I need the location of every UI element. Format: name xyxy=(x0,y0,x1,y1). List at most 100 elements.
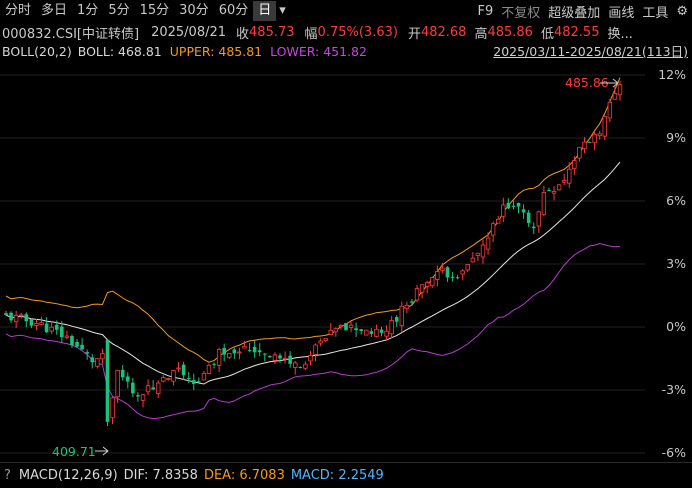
candle-body xyxy=(136,395,140,397)
bollinger-bands xyxy=(5,77,621,420)
candle-body xyxy=(597,133,602,137)
y-tick-label: 0% xyxy=(666,319,686,334)
candle-body xyxy=(64,335,70,338)
tab-30min[interactable]: 30分 xyxy=(179,3,209,18)
candle-body xyxy=(252,346,257,353)
candle-body xyxy=(24,314,29,322)
boll-label[interactable]: BOLL(20,2) xyxy=(2,43,72,59)
candle-body xyxy=(399,305,405,326)
candle-body xyxy=(470,257,476,263)
candle-body xyxy=(617,84,623,96)
candle-body xyxy=(156,382,161,394)
candle-body xyxy=(29,318,34,326)
candle-body xyxy=(404,304,410,309)
candle-body xyxy=(70,336,74,346)
candle-body xyxy=(186,378,191,380)
candle-body xyxy=(364,329,369,336)
tab-15min[interactable]: 15分 xyxy=(139,3,170,18)
macd-value: MACD: 2.2549 xyxy=(290,468,384,483)
candle-body xyxy=(318,340,323,344)
tab-multiday[interactable]: 多日 xyxy=(41,3,68,18)
candle-body xyxy=(556,184,562,191)
candle-body xyxy=(516,202,521,207)
y-tick-label: 12% xyxy=(658,67,686,82)
candle-body xyxy=(19,314,24,317)
candle-body xyxy=(567,168,572,184)
candle-body xyxy=(60,326,64,338)
candle-body xyxy=(181,364,186,376)
overlay-button[interactable]: 超级叠加 xyxy=(548,5,601,21)
tab-daily[interactable]: 日 xyxy=(253,1,277,21)
candle-body xyxy=(445,267,450,278)
candle-body xyxy=(206,364,212,374)
tab-intraday[interactable]: 分时 xyxy=(5,3,32,18)
candlestick-chart[interactable]: 12% 9% 6% 3% 0% -3% -6% 485.86 409.71 xyxy=(0,61,692,461)
candle-body xyxy=(262,353,267,355)
tab-60min[interactable]: 60分 xyxy=(218,3,249,18)
candle-body xyxy=(607,101,613,119)
candle-body xyxy=(455,277,460,279)
candle-body xyxy=(293,362,298,368)
candle-body xyxy=(511,205,516,207)
date-range[interactable]: 2025/03/11-2025/08/21(113日) xyxy=(493,44,688,59)
candle-body xyxy=(120,369,125,378)
draw-line-button[interactable]: 画线 xyxy=(608,5,635,21)
candle-body xyxy=(465,264,470,271)
candle-body xyxy=(75,341,79,347)
y-tick-label: -3% xyxy=(662,382,686,397)
candle-body xyxy=(531,226,536,229)
candle-body xyxy=(13,315,19,323)
close-value: 485.73 xyxy=(249,24,295,40)
candle-body xyxy=(480,244,486,258)
candle-body xyxy=(303,363,308,369)
candle-body xyxy=(201,372,207,381)
candle-body xyxy=(288,355,292,364)
settings-icon[interactable]: ⚙ xyxy=(676,3,688,19)
no-adjust-button[interactable]: 不复权 xyxy=(501,5,541,21)
candle-body xyxy=(145,385,151,393)
candle-body xyxy=(551,191,557,194)
tab-5min[interactable]: 5分 xyxy=(108,3,130,18)
tools-button[interactable]: 工具 xyxy=(642,5,669,21)
candle-body xyxy=(328,329,333,335)
candle-body xyxy=(419,284,425,293)
candle-body xyxy=(125,376,130,382)
candle-body xyxy=(110,397,115,419)
mid-band-line xyxy=(5,161,621,385)
tab-1min[interactable]: 1分 xyxy=(77,3,99,18)
candle-body xyxy=(410,301,414,303)
candle-body xyxy=(282,357,288,360)
macd-toggle[interactable]: ? xyxy=(4,468,11,483)
candle-body xyxy=(227,352,232,358)
candle-body xyxy=(222,348,226,355)
max-price-arrow xyxy=(600,78,619,88)
upper-band-line xyxy=(5,77,621,363)
macd-bar: ? MACD(12,26,9) DIF: 7.8358 DEA: 6.7083 … xyxy=(0,462,692,488)
lower-value: LOWER: 451.82 xyxy=(270,43,367,59)
candle-body xyxy=(424,282,430,287)
candle-body xyxy=(90,357,95,363)
candle-body xyxy=(547,190,551,192)
candle-body xyxy=(374,328,379,337)
candles xyxy=(4,80,623,427)
close-label: 收 xyxy=(236,26,250,42)
candle-body xyxy=(577,147,582,159)
min-price-label: 409.71 xyxy=(52,444,96,459)
candle-body xyxy=(272,354,278,361)
candle-body xyxy=(268,355,272,358)
candle-body xyxy=(161,377,166,382)
tab-dropdown-icon[interactable]: ▾ xyxy=(279,3,286,18)
y-tick-label: 9% xyxy=(666,130,686,145)
candle-body xyxy=(572,160,577,170)
macd-label[interactable]: MACD(12,26,9) xyxy=(18,468,118,483)
candle-body xyxy=(49,326,54,332)
switch-button[interactable]: 换... xyxy=(607,26,633,42)
candle-body xyxy=(237,351,242,354)
f9-button[interactable]: F9 xyxy=(477,3,494,19)
candle-body xyxy=(95,358,100,367)
candle-body xyxy=(369,331,374,334)
candle-body xyxy=(394,317,399,322)
quote-bar: 000832.CSI[中证转债] 2025/08/21 收 485.73 幅 0… xyxy=(0,21,692,43)
price-annotations: 485.86 409.71 xyxy=(52,75,619,459)
candle-body xyxy=(131,382,135,394)
